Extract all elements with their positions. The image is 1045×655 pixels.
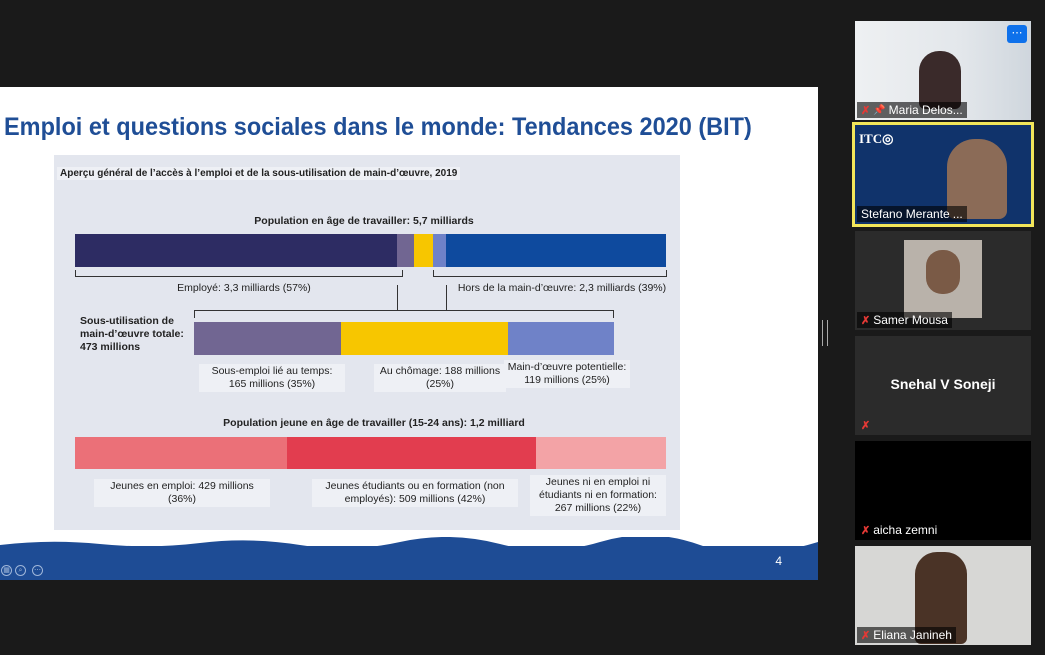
participant-tile-4[interactable]: Snehal V Soneji ✗ — [855, 336, 1031, 435]
potential-labour-label: Main-d’œuvre potentielle: 119 millions (… — [504, 360, 630, 388]
working-age-bar — [75, 234, 666, 267]
participant-tile-3[interactable]: ✗ Samer Mousa — [855, 231, 1031, 330]
mic-muted-icon: ✗ — [861, 629, 871, 642]
panel-resize-handle[interactable] — [822, 320, 828, 346]
youth-title: Population jeune en âge de travailler (1… — [223, 417, 525, 429]
youth-employed-label: Jeunes en emploi: 429 millions (36%) — [94, 479, 270, 507]
mic-muted-icon: ✗ — [861, 104, 871, 117]
shared-slide: Emploi et questions sociales dans le mon… — [0, 87, 818, 580]
mic-muted-icon: ✗ — [861, 314, 871, 327]
person-silhouette — [919, 51, 961, 109]
mic-muted-icon: ✗ — [861, 524, 871, 537]
working-age-label: Population en âge de travailler: 5,7 mil… — [254, 215, 474, 227]
slide-footer — [0, 546, 818, 580]
youth-neet-label: Jeunes ni en emploi ni étudiants ni en f… — [530, 475, 666, 516]
participant-name-tag: ✗ 📌 Maria Delos... — [857, 102, 967, 118]
bar-segment-potential-detail — [508, 322, 614, 355]
person-silhouette — [947, 139, 1007, 219]
participant-tile-1[interactable]: ⋯ ✗ 📌 Maria Delos... — [855, 21, 1031, 120]
profile-photo — [904, 240, 982, 318]
more-options-icon[interactable]: ⋯ — [32, 565, 43, 576]
outside-bracket — [433, 270, 667, 277]
participant-tile-6[interactable]: ✗ Eliana Janineh — [855, 546, 1031, 645]
bar-segment-unemployed-detail — [341, 322, 508, 355]
employment-figure: Aperçu général de l’accès à l’emploi et … — [54, 155, 680, 530]
bar-segment-outside — [446, 234, 666, 267]
page-number: 4 — [775, 554, 782, 568]
youth-students-label: Jeunes étudiants ou en formation (non em… — [312, 479, 518, 507]
outside-labour-label: Hors de la main-d’œuvre: 2,3 milliards (… — [457, 282, 667, 294]
slide-grid-icon[interactable]: ▦ — [1, 565, 12, 576]
more-icon[interactable]: ⋯ — [1007, 25, 1027, 43]
participant-name-tag: Stefano Merante... — [857, 206, 967, 222]
slide-title: Emploi et questions sociales dans le mon… — [4, 113, 752, 141]
time-underemployment-label: Sous-emploi lié au temps: 165 millions (… — [199, 364, 345, 392]
unemployed-label: Au chômage: 188 millions (25%) — [374, 364, 506, 392]
participant-tile-2[interactable]: ITC◎ Stefano Merante... — [852, 122, 1034, 227]
youth-bar — [75, 437, 666, 469]
underutilization-bar — [194, 322, 614, 355]
bar-segment-youth-employed — [75, 437, 287, 469]
itc-logo: ITC◎ — [859, 131, 894, 146]
bar-segment-unemployed — [414, 234, 433, 267]
employed-bracket — [75, 270, 403, 277]
bar-segment-time-underemployment — [194, 322, 341, 355]
underutilization-title: Sous-utilisation de main-d’œuvre totale:… — [80, 315, 184, 353]
participant-center-name: Snehal V Soneji — [890, 376, 996, 392]
mic-muted-icon: ✗ — [861, 420, 871, 432]
bar-segment-employed — [75, 234, 397, 267]
pin-icon: 📌 — [873, 104, 886, 116]
participant-tile-5[interactable]: ✗ aicha zemni — [855, 441, 1031, 540]
employed-label: Employé: 3,3 milliards (57%) — [177, 282, 311, 294]
figure-title: Aperçu général de l’accès à l’emploi et … — [57, 167, 461, 180]
zoom-icon[interactable]: ⌕ — [15, 565, 26, 576]
participant-name-tag: ✗ Eliana Janineh — [857, 627, 956, 643]
bar-segment-youth-neet — [536, 437, 666, 469]
participant-name-tag: ✗ Samer Mousa — [857, 312, 952, 328]
participant-name-tag: ✗ aicha zemni — [857, 522, 942, 538]
bar-segment-underemployment — [397, 234, 414, 267]
bar-segment-youth-students — [287, 437, 536, 469]
participant-name-tag: ✗ — [857, 418, 874, 433]
bar-segment-potential — [433, 234, 446, 267]
